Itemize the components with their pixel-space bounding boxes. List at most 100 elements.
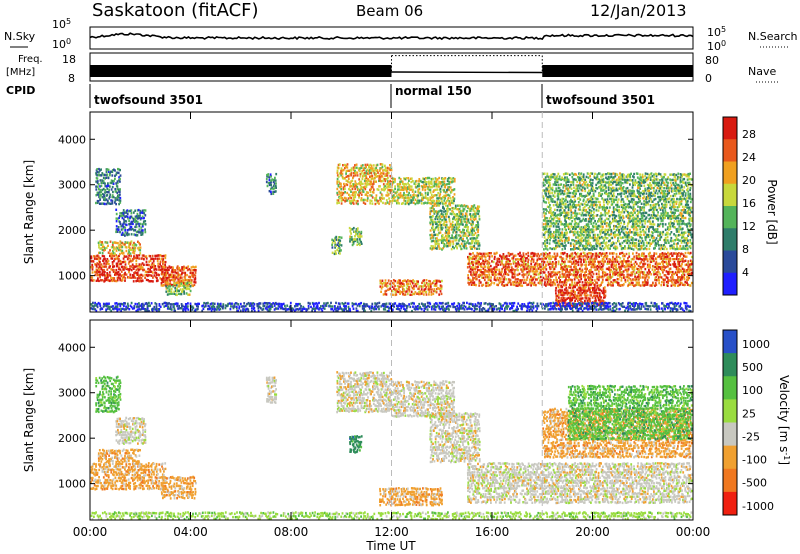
heatmap-cell — [556, 241, 558, 245]
heatmap-cell — [665, 265, 668, 269]
heatmap-cell — [350, 167, 353, 170]
heatmap-cell — [98, 273, 101, 276]
heatmap-cell — [473, 204, 476, 207]
heatmap-cell — [433, 182, 436, 185]
heatmap-cell — [561, 299, 563, 302]
heatmap-cell — [519, 284, 522, 287]
heatmap-cell — [475, 239, 478, 242]
heatmap-cell — [434, 228, 437, 231]
heatmap-cell — [433, 230, 435, 234]
heatmap-cell — [593, 247, 596, 251]
heatmap-cell — [561, 233, 564, 237]
heatmap-cell — [392, 194, 395, 197]
heatmap-cell — [170, 275, 173, 278]
heatmap-cell — [112, 245, 114, 249]
heatmap-cell — [185, 287, 188, 291]
heatmap-cell — [451, 189, 453, 192]
heatmap-cell — [566, 223, 569, 226]
heatmap-cell — [669, 267, 672, 270]
heatmap-cell — [440, 224, 443, 227]
power-data — [90, 163, 693, 313]
heatmap-cell — [687, 260, 690, 263]
heatmap-cell — [507, 260, 509, 263]
heatmap-cell — [392, 293, 394, 296]
heatmap-cell — [587, 288, 590, 292]
heatmap-cell — [575, 294, 577, 298]
heatmap-cell — [631, 283, 634, 286]
heatmap-cell — [445, 215, 448, 218]
heatmap-cell — [91, 265, 94, 269]
heatmap-cell — [430, 193, 433, 197]
heatmap-cell — [439, 181, 442, 184]
heatmap-cell — [539, 273, 541, 276]
heatmap-cell — [590, 189, 592, 192]
heatmap-cell — [630, 274, 633, 277]
heatmap-cell — [177, 273, 180, 276]
heatmap-cell — [402, 289, 405, 293]
heatmap-cell — [159, 260, 162, 263]
heatmap-cell — [551, 213, 553, 217]
heatmap-cell — [568, 278, 571, 281]
heatmap-cell — [435, 284, 438, 287]
heatmap-cell — [585, 200, 587, 203]
heatmap-cell — [591, 236, 594, 240]
heatmap-cell — [557, 205, 560, 209]
heatmap-cell — [514, 265, 517, 268]
heatmap-cell — [548, 189, 551, 192]
heatmap-cell — [607, 281, 610, 284]
heatmap-cell — [137, 247, 139, 250]
heatmap-cell — [610, 280, 612, 284]
heatmap-cell — [585, 208, 587, 212]
heatmap-cell — [94, 273, 97, 277]
heatmap-cell — [379, 191, 382, 194]
heatmap-cell — [130, 209, 133, 212]
heatmap-cell — [584, 258, 586, 261]
heatmap-cell — [578, 217, 581, 221]
heatmap-cell — [565, 276, 567, 279]
heatmap-cell — [547, 192, 550, 195]
heatmap-cell — [454, 231, 457, 234]
heatmap-cell — [122, 209, 125, 212]
heatmap-cell — [553, 252, 556, 255]
heatmap-cell — [138, 280, 141, 283]
heatmap-cell — [546, 278, 548, 281]
heatmap-cell — [562, 280, 565, 283]
heatmap-cell — [347, 174, 350, 178]
heatmap-cell — [612, 279, 615, 282]
heatmap-cell — [575, 253, 577, 256]
heatmap-cell — [115, 273, 117, 276]
heatmap-cell — [448, 231, 451, 235]
heatmap-cell — [273, 182, 276, 185]
heatmap-cell — [410, 285, 413, 288]
heatmap-cell — [574, 275, 576, 279]
heatmap-cell — [352, 202, 355, 205]
heatmap-cell — [662, 259, 664, 263]
heatmap-cell — [566, 194, 569, 198]
heatmap-cell — [543, 255, 546, 258]
heatmap-cell — [563, 225, 566, 228]
heatmap-cell — [382, 172, 385, 175]
heatmap-cell — [570, 289, 573, 292]
heatmap-cell — [667, 251, 669, 255]
heatmap-cell — [165, 268, 168, 272]
heatmap-cell — [618, 263, 620, 266]
heatmap-cell — [566, 273, 569, 277]
heatmap-cell — [604, 252, 606, 255]
heatmap-cell — [582, 173, 585, 176]
heatmap-cell — [527, 262, 530, 266]
heatmap-cell — [579, 198, 582, 201]
heatmap-cell — [607, 283, 610, 286]
heatmap-cell — [546, 283, 548, 286]
heatmap-cell — [188, 284, 190, 288]
heatmap-cell — [547, 263, 550, 266]
heatmap-cell — [194, 265, 197, 269]
heatmap-cell — [613, 268, 615, 271]
heatmap-cell — [488, 255, 491, 258]
heatmap-cell — [588, 298, 590, 302]
heatmap-cell — [523, 278, 526, 282]
heatmap-cell — [595, 252, 598, 255]
heatmap-cell — [459, 223, 462, 226]
heatmap-cell — [124, 263, 127, 266]
heatmap-cell — [96, 181, 99, 185]
heatmap-cell — [581, 212, 584, 215]
